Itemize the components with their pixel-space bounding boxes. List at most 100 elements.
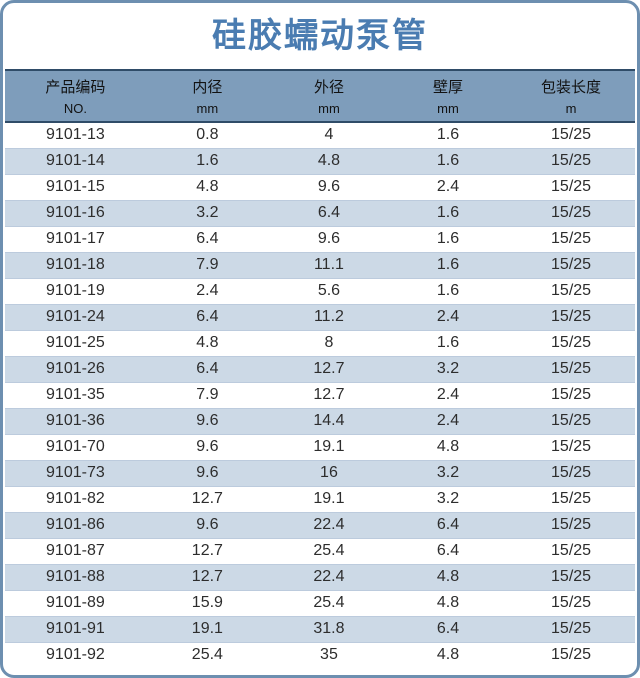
cell-outer-diameter: 25.4 [268, 590, 389, 616]
cell-wall-thickness: 1.6 [388, 147, 508, 175]
col-header-wall-thickness: 壁厚 [388, 69, 508, 98]
cell-wall-thickness: 1.6 [388, 278, 508, 304]
cell-inner-diameter: 7.9 [145, 382, 269, 408]
cell-inner-diameter: 12.7 [145, 538, 269, 564]
cell-packing-length: 15/25 [507, 330, 635, 356]
cell-wall-thickness: 2.4 [388, 303, 508, 331]
col-header-packing-length: 包装长度 [507, 69, 635, 98]
table-row: 9101-86 9.6 22.4 6.4 15/25 [5, 511, 635, 539]
cell-product-code: 9101-36 [5, 407, 146, 435]
cell-product-code: 9101-73 [5, 459, 146, 487]
cell-outer-diameter: 4 [268, 122, 389, 148]
cell-product-code: 9101-92 [5, 642, 146, 668]
cell-product-code: 9101-70 [5, 434, 146, 460]
cell-product-code: 9101-25 [5, 330, 146, 356]
cell-outer-diameter: 12.7 [268, 382, 389, 408]
cell-inner-diameter: 9.6 [145, 511, 269, 539]
cell-packing-length: 15/25 [507, 563, 635, 591]
cell-packing-length: 15/25 [507, 147, 635, 175]
cell-packing-length: 15/25 [507, 382, 635, 408]
cell-inner-diameter: 12.7 [145, 563, 269, 591]
spec-table-header: 产品编码 内径 外径 壁厚 包装长度 NO. mm mm mm m [5, 69, 635, 123]
cell-packing-length: 15/25 [507, 511, 635, 539]
cell-packing-length: 15/25 [507, 642, 635, 668]
table-row: 9101-18 7.9 11.1 1.6 15/25 [5, 251, 635, 279]
cell-packing-length: 15/25 [507, 486, 635, 512]
cell-outer-diameter: 11.2 [268, 303, 389, 331]
cell-inner-diameter: 9.6 [145, 407, 269, 435]
cell-outer-diameter: 6.4 [268, 199, 389, 227]
cell-inner-diameter: 25.4 [145, 642, 269, 668]
cell-product-code: 9101-86 [5, 511, 146, 539]
cell-wall-thickness: 3.2 [388, 355, 508, 383]
cell-outer-diameter: 9.6 [268, 174, 389, 200]
table-row: 9101-87 12.7 25.4 6.4 15/25 [5, 538, 635, 564]
cell-wall-thickness: 1.6 [388, 251, 508, 279]
cell-outer-diameter: 14.4 [268, 407, 389, 435]
table-row: 9101-35 7.9 12.7 2.4 15/25 [5, 382, 635, 408]
cell-outer-diameter: 35 [268, 642, 389, 668]
cell-packing-length: 15/25 [507, 251, 635, 279]
cell-packing-length: 15/25 [507, 459, 635, 487]
cell-inner-diameter: 12.7 [145, 486, 269, 512]
table-row: 9101-25 4.8 8 1.6 15/25 [5, 330, 635, 356]
table-row: 9101-19 2.4 5.6 1.6 15/25 [5, 278, 635, 304]
cell-product-code: 9101-16 [5, 199, 146, 227]
cell-outer-diameter: 4.8 [268, 147, 389, 175]
table-row: 9101-14 1.6 4.8 1.6 15/25 [5, 147, 635, 175]
cell-outer-diameter: 19.1 [268, 486, 389, 512]
cell-product-code: 9101-19 [5, 278, 146, 304]
col-unit-packing-length: m [507, 98, 635, 123]
cell-inner-diameter: 6.4 [145, 226, 269, 252]
cell-inner-diameter: 19.1 [145, 615, 269, 643]
cell-wall-thickness: 3.2 [388, 486, 508, 512]
cell-wall-thickness: 4.8 [388, 642, 508, 668]
col-header-inner-diameter: 内径 [145, 69, 269, 98]
cell-inner-diameter: 15.9 [145, 590, 269, 616]
cell-product-code: 9101-13 [5, 122, 146, 148]
cell-wall-thickness: 6.4 [388, 538, 508, 564]
header-label-row: 产品编码 内径 外径 壁厚 包装长度 [5, 69, 635, 98]
cell-wall-thickness: 1.6 [388, 199, 508, 227]
cell-wall-thickness: 4.8 [388, 590, 508, 616]
cell-wall-thickness: 2.4 [388, 407, 508, 435]
cell-product-code: 9101-91 [5, 615, 146, 643]
table-row: 9101-13 0.8 4 1.6 15/25 [5, 122, 635, 148]
cell-outer-diameter: 5.6 [268, 278, 389, 304]
cell-inner-diameter: 1.6 [145, 147, 269, 175]
cell-wall-thickness: 4.8 [388, 434, 508, 460]
cell-outer-diameter: 12.7 [268, 355, 389, 383]
col-unit-inner-diameter: mm [145, 98, 269, 123]
cell-product-code: 9101-24 [5, 303, 146, 331]
table-row: 9101-91 19.1 31.8 6.4 15/25 [5, 615, 635, 643]
cell-product-code: 9101-88 [5, 563, 146, 591]
table-row: 9101-15 4.8 9.6 2.4 15/25 [5, 174, 635, 200]
cell-product-code: 9101-89 [5, 590, 146, 616]
cell-wall-thickness: 1.6 [388, 330, 508, 356]
cell-packing-length: 15/25 [507, 226, 635, 252]
table-row: 9101-73 9.6 16 3.2 15/25 [5, 459, 635, 487]
cell-outer-diameter: 22.4 [268, 511, 389, 539]
cell-product-code: 9101-14 [5, 147, 146, 175]
cell-wall-thickness: 6.4 [388, 615, 508, 643]
cell-product-code: 9101-82 [5, 486, 146, 512]
col-unit-product-code: NO. [5, 98, 146, 123]
cell-product-code: 9101-87 [5, 538, 146, 564]
cell-packing-length: 15/25 [507, 303, 635, 331]
cell-packing-length: 15/25 [507, 199, 635, 227]
cell-outer-diameter: 11.1 [268, 251, 389, 279]
cell-product-code: 9101-18 [5, 251, 146, 279]
col-header-product-code: 产品编码 [5, 69, 146, 98]
cell-packing-length: 15/25 [507, 434, 635, 460]
spec-table-body: 9101-13 0.8 4 1.6 15/25 9101-14 1.6 4.8 1.6 15/25… [5, 122, 635, 668]
header-unit-row: NO. mm mm mm m [5, 98, 635, 123]
cell-inner-diameter: 0.8 [145, 122, 269, 148]
cell-inner-diameter: 7.9 [145, 251, 269, 279]
cell-inner-diameter: 6.4 [145, 355, 269, 383]
col-unit-wall-thickness: mm [388, 98, 508, 123]
cell-packing-length: 15/25 [507, 407, 635, 435]
cell-inner-diameter: 9.6 [145, 459, 269, 487]
cell-wall-thickness: 3.2 [388, 459, 508, 487]
cell-product-code: 9101-35 [5, 382, 146, 408]
